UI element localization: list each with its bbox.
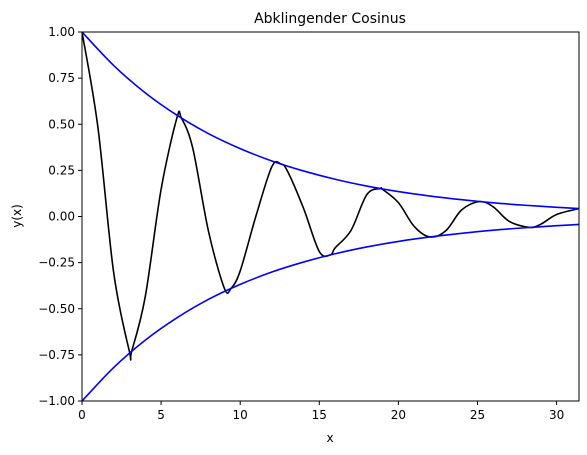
x-tick-label: 5 [157, 408, 165, 422]
plot-area: 0 5 10 15 20 25 30 −1.00 −0.75 −0.50 −0.25 0.00 0.25… [38, 25, 579, 422]
x-tick-label: 10 [233, 408, 248, 422]
y-tick-label: −0.75 [38, 348, 75, 362]
y-tick-label: −0.25 [38, 256, 75, 270]
x-tick-label: 25 [470, 408, 485, 422]
x-tick-label: 0 [78, 408, 86, 422]
y-tick-label: 1.00 [48, 25, 75, 39]
y-tick-label: 0.50 [48, 117, 75, 131]
y-tick-label: 0.00 [48, 210, 75, 224]
y-tick-label: −0.50 [38, 302, 75, 316]
x-axis-label: x [326, 431, 333, 445]
x-tick-label: 20 [391, 408, 406, 422]
x-tick-label: 30 [549, 408, 564, 422]
y-tick-label: 0.75 [48, 71, 75, 85]
series-line-1 [82, 32, 579, 360]
x-tick-label: 15 [312, 408, 327, 422]
series-line-3 [82, 224, 579, 401]
y-tick-label: 0.25 [48, 163, 75, 177]
y-axis-label: y(x) [10, 204, 24, 228]
y-tick-label: −1.00 [38, 394, 75, 408]
series-line-2 [82, 32, 579, 209]
chart-title: Abklingender Cosinus [254, 11, 406, 27]
